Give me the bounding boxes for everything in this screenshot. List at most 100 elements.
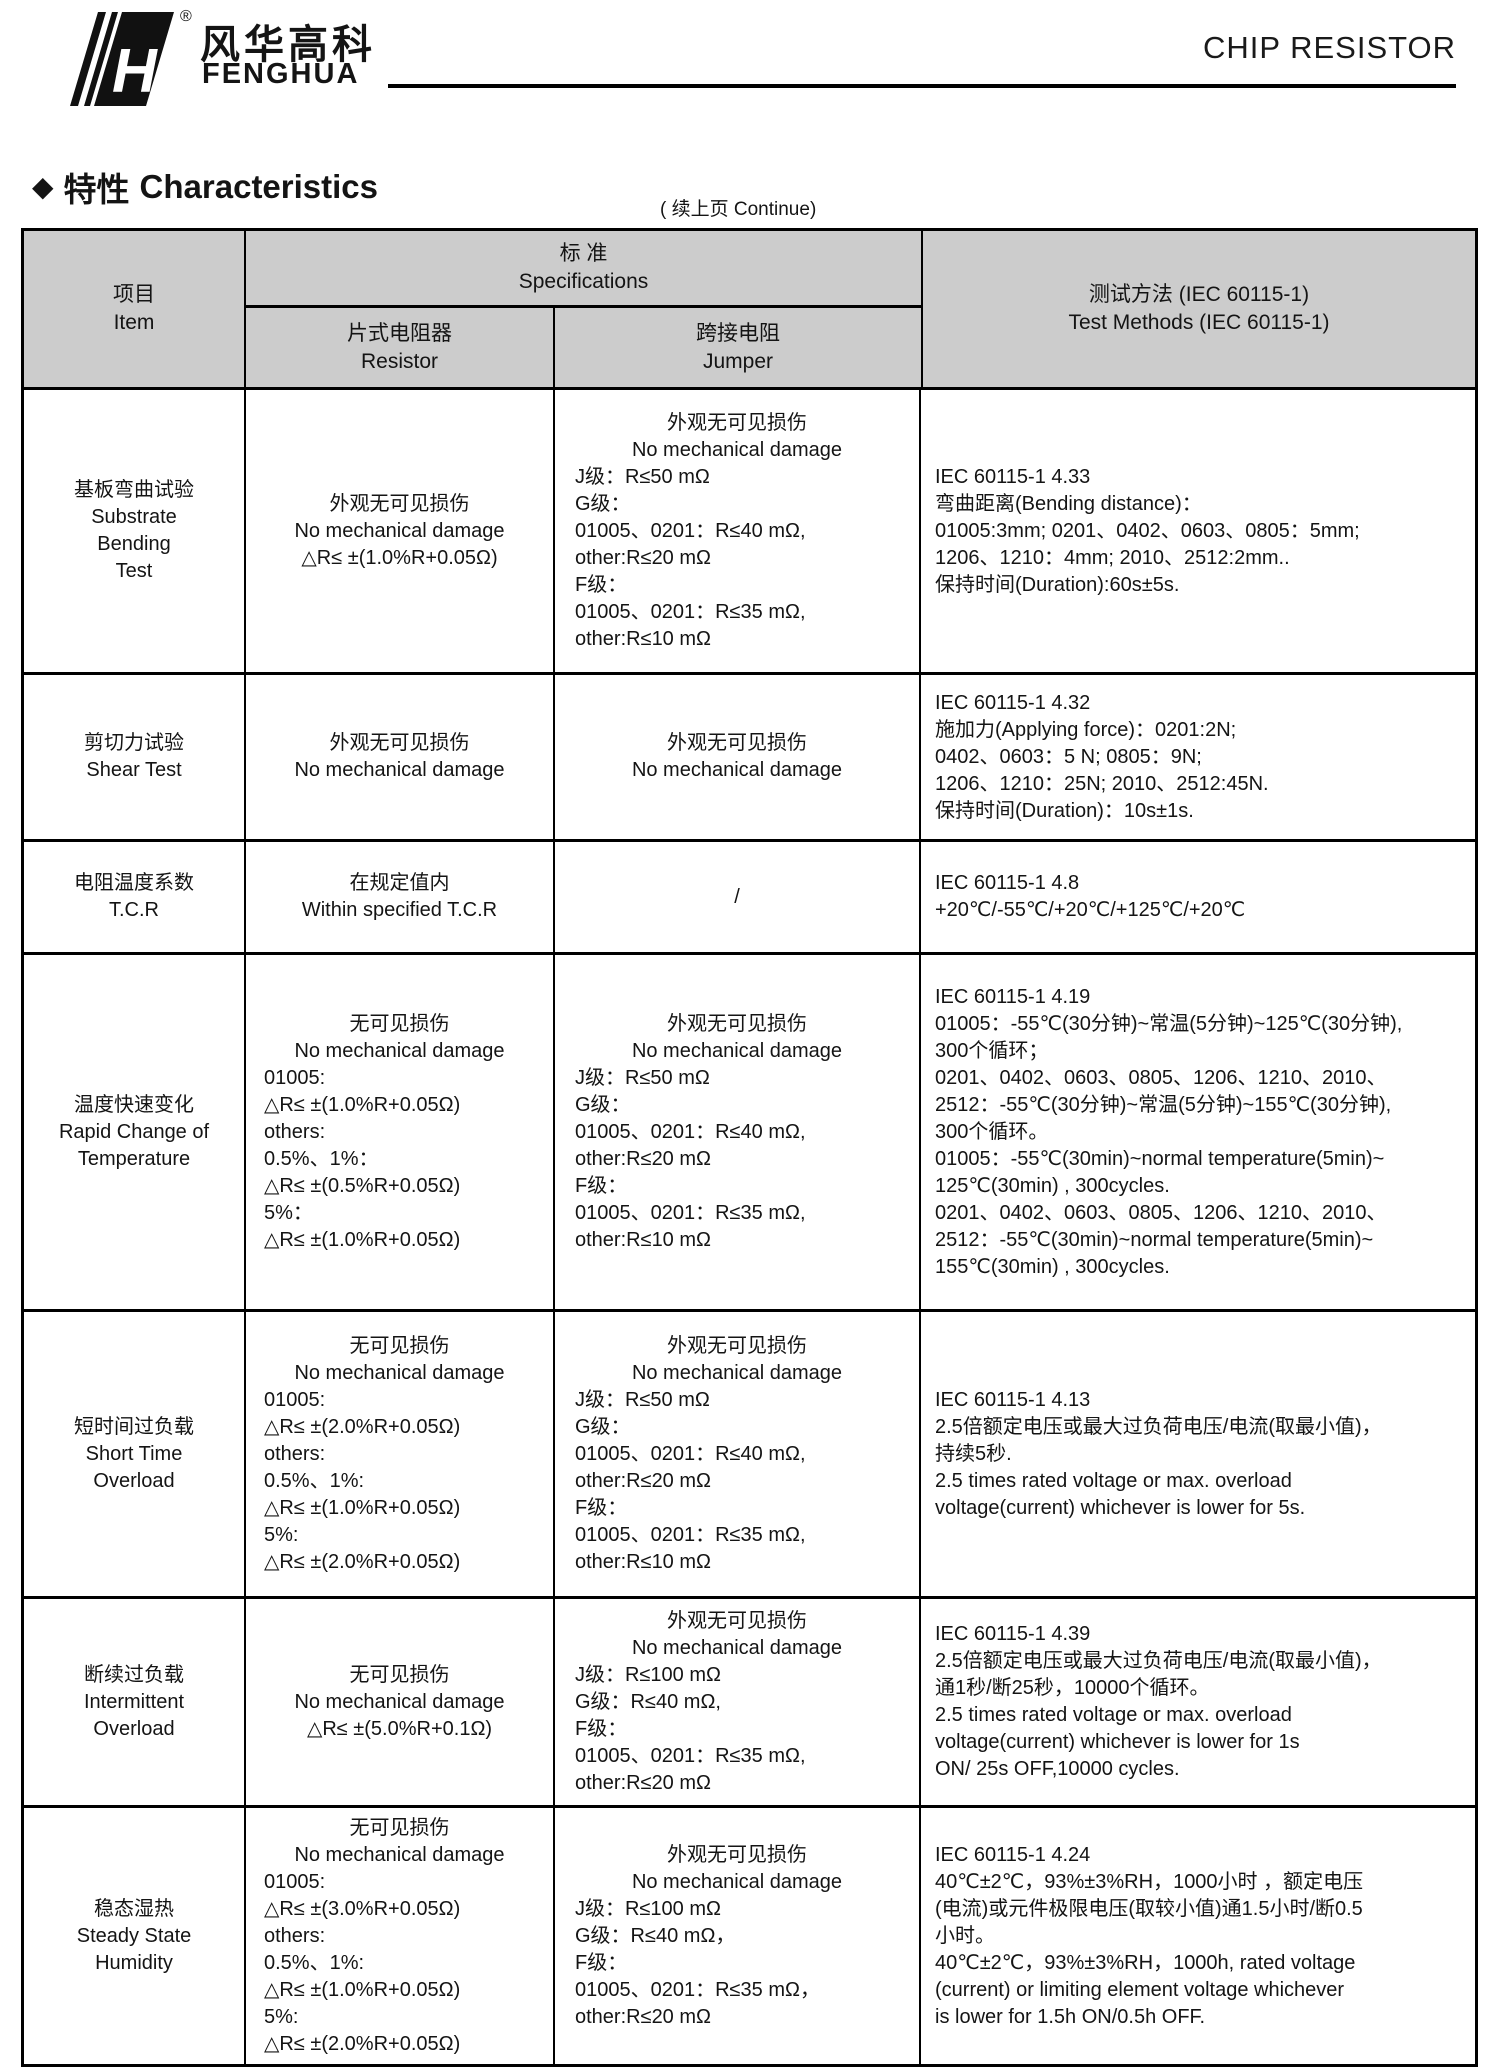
header-jumper-en: Jumper [702, 349, 774, 373]
text-line: 持续5秒. [935, 1442, 1012, 1465]
table-row: 短时间过负载 Short Time Overload 无可见损伤 No mechanic… [24, 1312, 1475, 1599]
text-line: Humidity [95, 1951, 173, 1974]
text-line: 温度快速变化 [74, 1093, 194, 1116]
text-line: 弯曲距离(Bending distance)： [935, 492, 1202, 515]
text-line: No mechanical damage [294, 1361, 505, 1384]
text-line: J级：R≤50 mΩ [575, 1066, 710, 1089]
text-line: (current) or limiting element voltage wh… [935, 1978, 1345, 2001]
text-line: voltage(current) whichever is lower for … [935, 1496, 1306, 1519]
cell-jumper: 外观无可见损伤 No mechanical damage J级：R≤100 mΩ G级… [555, 1599, 921, 1805]
text-line: 2512：-55℃(30分钟)~常温(5分钟)~155℃(30分钟), [935, 1093, 1392, 1116]
text-line: △R≤ ±(2.0%R+0.05Ω) [264, 1550, 461, 1573]
header-jumper-cn: 跨接电阻 [696, 321, 780, 345]
table-row: 基板弯曲试验 Substrate Bending Test 外观无可见损伤 No mech… [24, 390, 1475, 675]
text-line: F级： [575, 573, 628, 596]
table-row: 电阻温度系数 T.C.R 在规定值内 Within specified T.C.R / I… [24, 842, 1475, 955]
text-line: Rapid Change of [58, 1120, 210, 1143]
text-line: voltage(current) whichever is lower for … [935, 1731, 1300, 1753]
cell-jumper: 外观无可见损伤 No mechanical damage J级：R≤100 mΩ G级… [555, 1808, 921, 2064]
table-body: 基板弯曲试验 Substrate Bending Test 外观无可见损伤 No mech… [24, 390, 1475, 2064]
text-line: △R≤ ±(1.0%R+0.05Ω) [264, 1228, 461, 1251]
text-line: No mechanical damage [631, 1039, 843, 1062]
brand-name-english: FENGHUA [202, 58, 360, 90]
cell-jumper: 外观无可见损伤 No mechanical damage [555, 675, 921, 839]
text-line: 01005：-55℃(30分钟)~常温(5分钟)~125℃(30分钟), [935, 1012, 1403, 1035]
text-line: 剪切力试验 [84, 732, 184, 754]
text-line: 外观无可见损伤 [329, 492, 470, 515]
cell-jumper: 外观无可见损伤 No mechanical damage J级：R≤50 mΩ G级：… [555, 1312, 921, 1596]
text-line: No mechanical damage [294, 1690, 505, 1713]
text-line: No mechanical damage [294, 759, 505, 781]
text-line: Substrate [91, 506, 177, 528]
text-line: 300个循环； [935, 1039, 1049, 1062]
text-line: 0402、0603：5 N; 0805：9N; [935, 745, 1202, 768]
text-line: 01005: [264, 1066, 326, 1089]
text-line: △R≤ ±(1.0%R+0.05Ω) [264, 1496, 461, 1519]
text-line: J级：R≤100 mΩ [575, 1897, 721, 1920]
text-line: No mechanical damage [631, 438, 843, 461]
cell-resistor: 无可见损伤 No mechanical damage △R≤ ±(5.0%R+0.1… [246, 1599, 555, 1805]
text-line: 40℃±2℃，93%±3%RH，1000小时 ，额定电压 [935, 1870, 1364, 1893]
text-line: 0201、0402、0603、0805、1206、1210、2010、 [935, 1066, 1387, 1089]
text-line: J级：R≤100 mΩ [575, 1663, 721, 1686]
text-line: 基板弯曲试验 [74, 479, 194, 501]
text-line: F级： [575, 1951, 628, 1974]
header-specifications: 标 准 Specifications [246, 231, 921, 308]
text-line: 125℃(30min) , 300cycles. [935, 1174, 1170, 1197]
text-line: 断续过负载 [84, 1663, 184, 1686]
text-line: 01005、0201：R≤35 mΩ, [575, 600, 806, 623]
cell-resistor: 在规定值内 Within specified T.C.R [246, 842, 555, 952]
text-line: IEC 60115-1 4.19 [935, 985, 1091, 1008]
cell-jumper: 外观无可见损伤 No mechanical damage J级：R≤50 mΩ G级：… [555, 390, 921, 672]
text-line: F级： [575, 1496, 628, 1519]
text-line: 40℃±2℃，93%±3%RH，1000h, rated voltage [935, 1951, 1356, 1974]
text-line: △R≤ ±(5.0%R+0.1Ω) [306, 1717, 493, 1740]
section-title-en: Characteristics [139, 168, 379, 205]
text-line: G级： [575, 492, 631, 515]
cell-test: IEC 60115-1 4.24 40℃±2℃，93%±3%RH，1000小时 ，… [921, 1808, 1475, 2064]
cell-resistor: 无可见损伤 No mechanical damage 01005: △R≤ ±(3.0… [246, 1808, 555, 2064]
text-line: No mechanical damage [294, 1843, 505, 1866]
text-line: 在规定值内 [349, 872, 450, 894]
text-line: 5%: [264, 2005, 299, 2028]
text-line: IEC 60115-1 4.8 [935, 872, 1080, 894]
text-line: No mechanical damage [631, 759, 843, 781]
text-line: Shear Test [86, 759, 182, 781]
text-line: IEC 60115-1 4.39 [935, 1623, 1091, 1645]
cell-item: 电阻温度系数 T.C.R [24, 842, 246, 952]
text-line: G级：R≤40 mΩ， [575, 1924, 736, 1947]
text-line: Test [115, 560, 153, 582]
text-line: ON/ 25s OFF,10000 cycles. [935, 1758, 1180, 1780]
text-line: 外观无可见损伤 [667, 1334, 807, 1357]
text-line: +20℃/-55℃/+20℃/+125℃/+20℃ [935, 899, 1246, 921]
text-line: 小时。 [935, 1924, 995, 1947]
diamond-bullet-icon: ◆ [32, 171, 54, 202]
text-line: 无可见损伤 [349, 1816, 450, 1839]
text-line: IEC 60115-1 4.32 [935, 691, 1091, 714]
text-line: 01005、0201：R≤35 mΩ， [575, 1978, 820, 2001]
cell-item: 基板弯曲试验 Substrate Bending Test [24, 390, 246, 672]
product-title: CHIP RESISTOR [1202, 30, 1456, 65]
header-resistor: 片式电阻器 Resistor [246, 308, 555, 387]
text-line: 2512：-55℃(30min)~normal temperature(5min… [935, 1228, 1374, 1251]
text-line: F级： [575, 1174, 628, 1197]
text-line: 300个循环。 [935, 1120, 1049, 1143]
cell-item: 温度快速变化 Rapid Change of Temperature [24, 955, 246, 1309]
cell-test: IEC 60115-1 4.19 01005：-55℃(30分钟)~常温(5分钟)… [921, 955, 1475, 1309]
table-row: 剪切力试验 Shear Test 外观无可见损伤 No mechanical dama… [24, 675, 1475, 842]
text-line: 0.5%、1%: [264, 1469, 365, 1492]
text-line: other:R≤10 mΩ [575, 1550, 711, 1573]
text-line: 1206、1210：25N; 2010、2512:45N. [935, 772, 1269, 795]
text-line: No mechanical damage [631, 1870, 843, 1893]
text-line: IEC 60115-1 4.33 [935, 465, 1091, 488]
text-line: 外观无可见损伤 [667, 732, 807, 754]
text-line: Within specified T.C.R [301, 899, 498, 921]
text-line: No mechanical damage [631, 1636, 843, 1659]
cell-jumper: / [555, 842, 921, 952]
cell-jumper: 外观无可见损伤 No mechanical damage J级：R≤50 mΩ G级：… [555, 955, 921, 1309]
header-resistor-cn: 片式电阻器 [347, 321, 452, 345]
text-line: other:R≤10 mΩ [575, 627, 711, 650]
cell-test: IEC 60115-1 4.39 2.5倍额定电压或最大过负荷电压/电流(取最小值… [921, 1599, 1475, 1805]
header-item-en: Item [113, 311, 155, 334]
text-line: other:R≤20 mΩ [575, 1469, 711, 1492]
